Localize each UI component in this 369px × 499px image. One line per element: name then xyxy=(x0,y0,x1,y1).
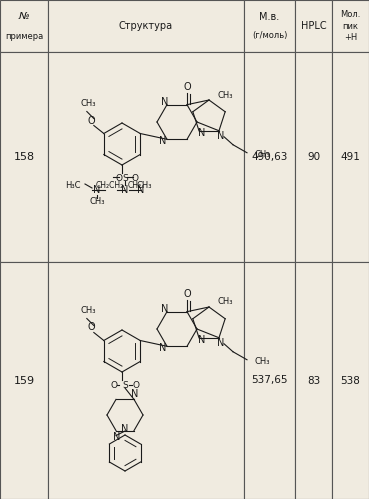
Bar xyxy=(0,52,48,262)
Text: O: O xyxy=(131,174,138,183)
Text: N: N xyxy=(121,424,129,434)
Text: S: S xyxy=(122,174,128,183)
Bar xyxy=(48,0,244,52)
Bar xyxy=(244,262,295,499)
Text: O: O xyxy=(87,115,94,126)
Bar xyxy=(295,262,332,499)
Text: N: N xyxy=(217,131,225,141)
Text: N: N xyxy=(137,185,145,195)
Text: Структура: Структура xyxy=(119,21,173,31)
Text: N: N xyxy=(121,185,129,195)
Text: S: S xyxy=(122,381,128,390)
Text: +H: +H xyxy=(344,33,357,42)
Text: N: N xyxy=(159,343,167,353)
Bar xyxy=(332,52,369,262)
Bar xyxy=(295,0,332,52)
Text: 537,65: 537,65 xyxy=(251,376,288,386)
Text: CH₂: CH₂ xyxy=(128,181,142,190)
Text: O: O xyxy=(115,174,122,183)
Text: CH₃: CH₃ xyxy=(136,181,152,190)
Bar xyxy=(244,0,295,52)
Text: N: N xyxy=(159,136,167,146)
Text: O: O xyxy=(183,82,191,92)
Text: 158: 158 xyxy=(13,152,35,162)
Bar xyxy=(244,52,295,262)
Text: N: N xyxy=(93,185,101,195)
Text: CH₃: CH₃ xyxy=(217,297,232,306)
Bar xyxy=(48,262,244,499)
Text: O: O xyxy=(132,381,139,390)
Text: N: N xyxy=(217,338,225,348)
Bar xyxy=(0,262,48,499)
Text: №: № xyxy=(18,10,30,20)
Text: CH₃: CH₃ xyxy=(255,357,270,366)
Text: 83: 83 xyxy=(307,376,320,386)
Text: 159: 159 xyxy=(13,376,35,386)
Text: O: O xyxy=(183,289,191,299)
Text: М.в.: М.в. xyxy=(259,11,280,21)
Text: N: N xyxy=(161,97,169,107)
Text: N: N xyxy=(131,389,139,399)
Text: 490,63: 490,63 xyxy=(251,152,288,162)
Bar xyxy=(295,52,332,262)
Text: 491: 491 xyxy=(341,152,361,162)
Text: O: O xyxy=(110,381,117,390)
Text: N: N xyxy=(198,128,206,138)
Text: примера: примера xyxy=(5,32,43,41)
Text: N: N xyxy=(198,335,206,345)
Bar xyxy=(332,0,369,52)
Text: 90: 90 xyxy=(307,152,320,162)
Text: CH₃: CH₃ xyxy=(89,197,105,206)
Text: CH₃: CH₃ xyxy=(80,99,96,108)
Text: (г/моль): (г/моль) xyxy=(252,31,287,40)
Text: CH₃: CH₃ xyxy=(255,150,270,159)
Text: N: N xyxy=(161,304,169,314)
Bar xyxy=(332,262,369,499)
Text: HPLC: HPLC xyxy=(301,21,326,31)
Text: Мол.: Мол. xyxy=(340,10,361,19)
Text: пик: пик xyxy=(342,21,359,30)
Text: O: O xyxy=(87,322,94,332)
Text: H₃C: H₃C xyxy=(66,181,81,190)
Bar xyxy=(0,0,48,52)
Text: CH₂CH₂: CH₂CH₂ xyxy=(96,181,124,190)
Text: CH₃: CH₃ xyxy=(80,306,96,315)
Bar xyxy=(48,52,244,262)
Text: 538: 538 xyxy=(341,376,361,386)
Text: CH₃: CH₃ xyxy=(217,90,232,99)
Text: N: N xyxy=(113,432,121,442)
